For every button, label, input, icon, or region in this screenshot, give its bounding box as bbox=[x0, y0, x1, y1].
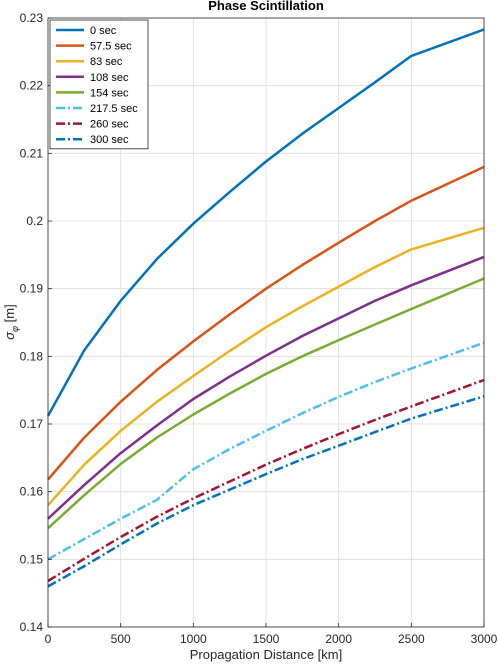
legend-label: 260 sec bbox=[90, 119, 129, 131]
series-line-2 bbox=[47, 165, 485, 481]
series-line-5 bbox=[47, 277, 485, 530]
legend-label: 300 sec bbox=[90, 134, 129, 146]
y-tick-label: 0.15 bbox=[20, 552, 44, 566]
legend-label: 217.5 sec bbox=[90, 103, 138, 115]
series-lines bbox=[46, 28, 485, 588]
axis-ticks: 0 500 1000 1500 2000 2500 3000 0.14 0.15 0.16 0.17… bbox=[20, 11, 498, 646]
y-axis-label-symbol: σ bbox=[2, 331, 17, 340]
legend-label: 154 sec bbox=[90, 87, 129, 99]
y-axis-label-unit: [m] bbox=[2, 304, 17, 326]
y-tick-label: 0.16 bbox=[20, 485, 44, 499]
x-tick-label: 1000 bbox=[180, 632, 207, 646]
series-line-4 bbox=[47, 255, 485, 520]
series-line-8 bbox=[47, 395, 485, 588]
y-tick-label: 0.22 bbox=[20, 79, 44, 93]
legend: 0 sec 57.5 sec 83 sec 108 sec 154 sec 217.5 s… bbox=[49, 19, 149, 150]
legend-label: 57.5 sec bbox=[90, 41, 132, 53]
series-line-3 bbox=[47, 226, 485, 507]
x-tick-label: 0 bbox=[45, 632, 52, 646]
legend-label: 83 sec bbox=[90, 56, 123, 68]
x-tick-label: 2500 bbox=[398, 632, 425, 646]
x-tick-label: 2000 bbox=[325, 632, 352, 646]
y-tick-label: 0.14 bbox=[20, 620, 44, 634]
x-tick-label: 500 bbox=[111, 632, 131, 646]
series-line-7 bbox=[47, 378, 485, 583]
y-tick-label: 0.23 bbox=[20, 11, 44, 25]
y-axis-label: σφ [m] bbox=[2, 304, 20, 339]
chart-title: Phase Scintillation bbox=[208, 0, 324, 13]
y-tick-label: 0.2 bbox=[26, 214, 43, 228]
series-line-1 bbox=[46, 28, 485, 417]
series-line-6 bbox=[47, 341, 485, 561]
y-tick-label: 0.18 bbox=[20, 349, 44, 363]
legend-box bbox=[49, 19, 149, 150]
y-tick-label: 0.19 bbox=[20, 282, 44, 296]
legend-label: 0 sec bbox=[90, 25, 117, 37]
x-tick-label: 1500 bbox=[253, 632, 280, 646]
x-tick-label: 3000 bbox=[471, 632, 498, 646]
x-axis-label: Propagation Distance [km] bbox=[190, 647, 342, 662]
y-tick-label: 0.17 bbox=[20, 417, 44, 431]
legend-label: 108 sec bbox=[90, 72, 129, 84]
y-tick-label: 0.21 bbox=[20, 146, 44, 160]
y-axis-label-subscript: φ bbox=[10, 326, 20, 332]
